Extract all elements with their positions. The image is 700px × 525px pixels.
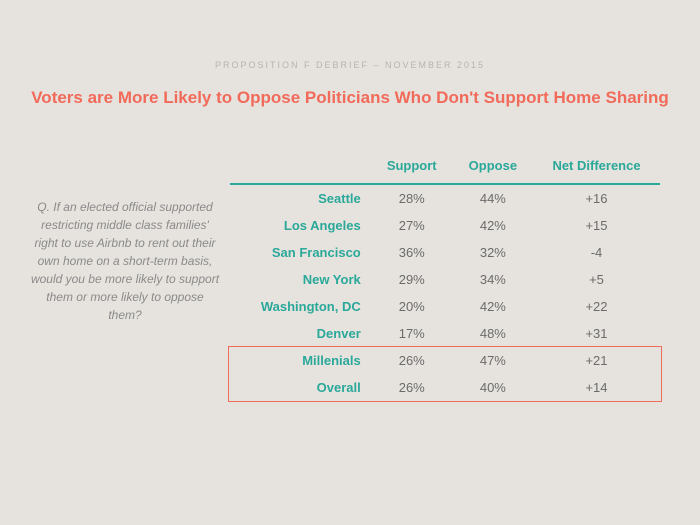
cell-net: +5 <box>533 266 660 293</box>
cell-net: +31 <box>533 320 660 347</box>
table-row: Denver17%48%+31 <box>230 320 660 347</box>
cell-net: +22 <box>533 293 660 320</box>
row-label: Millenials <box>230 347 371 374</box>
survey-question: Q. If an elected official supported rest… <box>30 158 230 401</box>
row-label: Overall <box>230 374 371 401</box>
cell-oppose: 48% <box>453 320 533 347</box>
cell-support: 17% <box>371 320 453 347</box>
cell-support: 36% <box>371 239 453 266</box>
row-label: New York <box>230 266 371 293</box>
cell-support: 20% <box>371 293 453 320</box>
cell-oppose: 34% <box>453 266 533 293</box>
cell-net: +14 <box>533 374 660 401</box>
table-row: Millenials26%47%+21 <box>230 347 660 374</box>
cell-net: +21 <box>533 347 660 374</box>
cell-support: 29% <box>371 266 453 293</box>
row-label: Washington, DC <box>230 293 371 320</box>
cell-oppose: 32% <box>453 239 533 266</box>
table-row: New York29%34%+5 <box>230 266 660 293</box>
cell-oppose: 42% <box>453 293 533 320</box>
page-title: Voters are More Likely to Oppose Politic… <box>0 88 700 108</box>
cell-support: 27% <box>371 212 453 239</box>
cell-oppose: 47% <box>453 347 533 374</box>
col-header-support: Support <box>371 158 453 184</box>
row-label: Seattle <box>230 184 371 212</box>
data-table: Support Oppose Net Difference Seattle28%… <box>230 158 660 401</box>
col-header-net: Net Difference <box>533 158 660 184</box>
table-row: Washington, DC20%42%+22 <box>230 293 660 320</box>
content-row: Q. If an elected official supported rest… <box>0 158 700 401</box>
cell-support: 26% <box>371 374 453 401</box>
col-header-oppose: Oppose <box>453 158 533 184</box>
row-label: Denver <box>230 320 371 347</box>
table-row: San Francisco36%32%-4 <box>230 239 660 266</box>
col-header-blank <box>230 158 371 184</box>
cell-support: 28% <box>371 184 453 212</box>
table-row: Seattle28%44%+16 <box>230 184 660 212</box>
cell-net: -4 <box>533 239 660 266</box>
cell-support: 26% <box>371 347 453 374</box>
cell-oppose: 42% <box>453 212 533 239</box>
cell-net: +16 <box>533 184 660 212</box>
table-row: Los Angeles27%42%+15 <box>230 212 660 239</box>
table-row: Overall26%40%+14 <box>230 374 660 401</box>
cell-oppose: 40% <box>453 374 533 401</box>
row-label: San Francisco <box>230 239 371 266</box>
eyebrow: PROPOSITION F DEBRIEF – NOVEMBER 2015 <box>0 0 700 70</box>
row-label: Los Angeles <box>230 212 371 239</box>
data-table-wrap: Support Oppose Net Difference Seattle28%… <box>230 158 660 401</box>
cell-oppose: 44% <box>453 184 533 212</box>
cell-net: +15 <box>533 212 660 239</box>
